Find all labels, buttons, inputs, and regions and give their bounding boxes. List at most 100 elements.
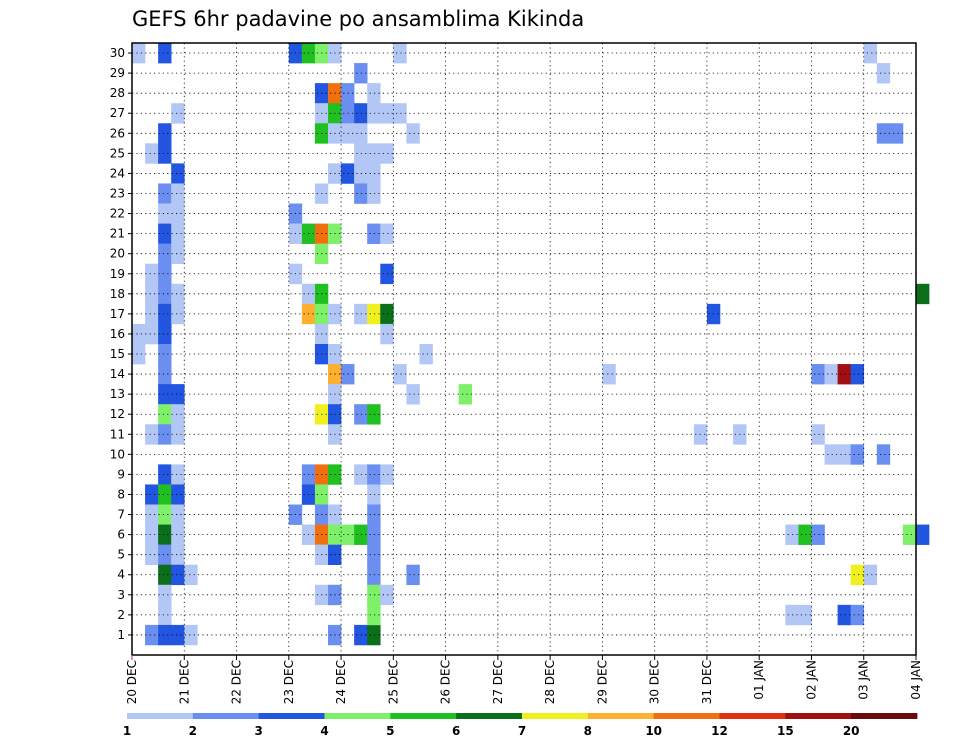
x-tick-label: 21 DEC: [177, 660, 191, 704]
heatmap-cell: [811, 424, 825, 445]
heatmap-cell: [145, 424, 159, 445]
heatmap-cell: [367, 584, 381, 606]
y-tick-label: 11: [110, 427, 125, 441]
heatmap-cell: [393, 43, 407, 64]
y-tick-label: 29: [110, 66, 125, 80]
x-tick-label: 20 DEC: [125, 660, 139, 704]
y-tick-label: 10: [110, 447, 125, 461]
heatmap-cell: [158, 384, 172, 405]
y-tick-label: 12: [110, 407, 125, 421]
heatmap-cell: [184, 564, 198, 586]
heatmap-cell: [380, 584, 394, 606]
y-axis: 1234567891011121314151617181920212223242…: [110, 46, 132, 642]
colorbar-swatch: [127, 713, 194, 719]
heatmap-cell: [171, 544, 185, 566]
heatmap-cell: [824, 364, 838, 385]
heatmap-cell: [171, 464, 185, 485]
heatmap-cell: [145, 544, 159, 566]
heatmap-cell: [367, 303, 381, 325]
y-tick-label: 30: [110, 46, 125, 60]
y-tick-label: 9: [117, 467, 125, 481]
heatmap-cell: [380, 464, 394, 485]
x-tick-label: 04 JAN: [909, 660, 923, 700]
heatmap-cell: [367, 143, 381, 164]
y-tick-label: 8: [117, 487, 125, 501]
y-tick-label: 4: [117, 568, 125, 582]
heatmap-cell: [171, 404, 185, 425]
x-axis: 20 DEC 21 DEC 22 DEC 23 DEC 24 DEC 25 DEC 26 D…: [125, 655, 923, 704]
heatmap-cell: [145, 504, 159, 525]
heatmap-cell: [145, 323, 159, 345]
colorbar-swatch: [192, 713, 260, 719]
heatmap-cell: [145, 143, 159, 164]
heatmap-cell: [863, 564, 878, 586]
y-tick-label: 18: [110, 287, 125, 301]
heatmap-cell: [367, 624, 381, 646]
colorbar-label: 6: [452, 724, 460, 738]
y-tick-label: 25: [110, 146, 125, 160]
heatmap-cell: [837, 604, 851, 626]
heatmap-cell: [419, 343, 433, 365]
y-tick-label: 22: [110, 207, 125, 221]
plot-frame: [131, 42, 917, 656]
heatmap-cell: [171, 223, 185, 244]
colorbar-label: 2: [189, 724, 197, 738]
heatmap-cell: [367, 183, 381, 204]
heatmap-cell: [811, 524, 825, 545]
colorbar-label: 15: [777, 724, 794, 738]
heatmap-cell: [367, 163, 381, 184]
colorbar-swatch: [719, 713, 786, 719]
heatmap-cell: [158, 464, 172, 485]
colorbar-swatch: [324, 713, 391, 719]
heatmap-cell: [171, 303, 185, 325]
heatmap-cell: [837, 364, 851, 385]
x-tick-label: 24 DEC: [334, 660, 348, 704]
heatmap-cell: [837, 444, 851, 465]
heatmap-cell: [850, 364, 865, 385]
colorbar-label: 5: [386, 724, 394, 738]
colorbar-legend: 1 2 3 4 5 6 7 8 10 12 15 20: [123, 713, 918, 738]
heatmap-cell: [158, 303, 172, 325]
heatmap-cell: [876, 444, 891, 465]
y-tick-label: 13: [110, 387, 125, 401]
colorbar-label: 4: [320, 724, 328, 738]
heatmap-cell: [171, 504, 185, 525]
colorbar-label: 10: [645, 724, 662, 738]
heatmap-cell: [158, 123, 172, 144]
heatmap-cell: [158, 183, 172, 204]
heatmap-cell: [158, 223, 172, 244]
heatmap-cell: [171, 564, 185, 586]
heatmap-cell: [171, 163, 185, 184]
y-tick-label: 27: [110, 106, 125, 120]
heatmap-cell: [184, 624, 198, 646]
y-tick-label: 7: [117, 508, 125, 522]
x-tick-label: 26 DEC: [439, 660, 453, 704]
heatmap-cell: [158, 624, 172, 646]
x-tick-label: 25 DEC: [386, 660, 400, 704]
x-tick-label: 01 JAN: [752, 660, 766, 700]
y-tick-label: 5: [117, 548, 125, 562]
y-tick-label: 15: [110, 347, 125, 361]
heatmap-cell: [132, 343, 146, 365]
heatmap-cell: [863, 43, 878, 64]
heatmap-cell: [902, 524, 917, 545]
grid-lines: [132, 43, 916, 655]
heatmap-cell: [406, 564, 420, 586]
heatmap-cell: [798, 524, 812, 545]
heatmap-cell: [380, 223, 394, 244]
heatmap-cell: [158, 404, 172, 425]
heatmap-cell: [158, 424, 172, 445]
heatmap-cell: [367, 484, 381, 505]
heatmap-cell: [171, 103, 185, 124]
heatmap-cell: [158, 243, 172, 265]
heatmap-cell: [380, 323, 394, 345]
x-tick-label: 02 JAN: [804, 660, 818, 700]
x-tick-label: 03 JAN: [857, 660, 871, 700]
heatmap-cell: [158, 564, 172, 586]
colorbar-swatch: [785, 713, 852, 719]
heatmap-cell: [916, 283, 930, 305]
y-tick-label: 3: [117, 588, 125, 602]
heatmap-cell: [393, 103, 407, 124]
y-tick-label: 20: [110, 247, 125, 261]
heatmap-cells: [132, 43, 930, 646]
